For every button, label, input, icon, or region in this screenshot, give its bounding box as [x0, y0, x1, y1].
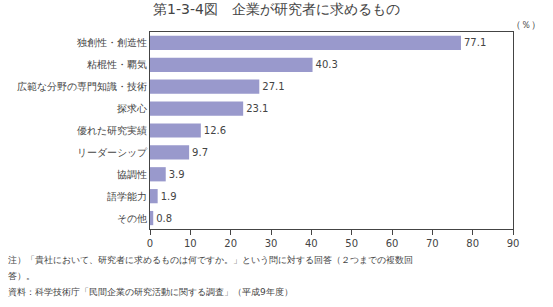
svg-text:その他: その他 — [117, 213, 147, 224]
svg-text:探求心: 探求心 — [117, 103, 147, 114]
svg-text:50: 50 — [345, 238, 358, 249]
svg-text:協調性: 協調性 — [117, 169, 147, 180]
svg-text:9.7: 9.7 — [192, 147, 208, 158]
svg-text:3.9: 3.9 — [169, 169, 185, 180]
svg-text:資料：科学技術庁「民間企業の研究活動に関する調査」（平成9年: 資料：科学技術庁「民間企業の研究活動に関する調査」（平成9年度） — [8, 287, 293, 297]
svg-text:20: 20 — [224, 238, 237, 249]
svg-text:70: 70 — [426, 238, 439, 249]
svg-text:77.1: 77.1 — [464, 37, 486, 48]
svg-text:60: 60 — [386, 238, 399, 249]
svg-text:10: 10 — [184, 238, 197, 249]
svg-text:23.1: 23.1 — [246, 103, 268, 114]
svg-text:0: 0 — [147, 238, 153, 249]
svg-text:80: 80 — [466, 238, 479, 249]
svg-text:27.1: 27.1 — [262, 81, 284, 92]
svg-text:独創性・創造性: 独創性・創造性 — [77, 37, 147, 48]
svg-text:語学能力: 語学能力 — [107, 191, 147, 202]
svg-text:（％）: （％） — [511, 19, 541, 30]
svg-text:1.9: 1.9 — [161, 191, 177, 202]
svg-text:40.3: 40.3 — [316, 59, 338, 70]
svg-text:0.8: 0.8 — [156, 213, 172, 224]
svg-text:粘棍性・覇気: 粘棍性・覇気 — [87, 59, 147, 70]
svg-text:40: 40 — [305, 238, 318, 249]
svg-text:30: 30 — [265, 238, 278, 249]
svg-text:注）「貴社において、研究者に求めるものは何ですか。」という問: 注）「貴社において、研究者に求めるものは何ですか。」という問に対する回答（２つま… — [8, 255, 413, 265]
svg-text:答）。: 答）。 — [8, 271, 35, 281]
svg-text:リーダーシップ: リーダーシップ — [77, 147, 148, 158]
svg-text:優れた研究実績: 優れた研究実績 — [77, 125, 147, 136]
svg-text:第1-3-4図 企業が研究者に求めるもの: 第1-3-4図 企業が研究者に求めるもの — [153, 1, 400, 17]
svg-text:広範な分野の専門知識・技術: 広範な分野の専門知識・技術 — [17, 81, 147, 92]
svg-text:12.6: 12.6 — [204, 125, 226, 136]
svg-text:90: 90 — [507, 238, 520, 249]
